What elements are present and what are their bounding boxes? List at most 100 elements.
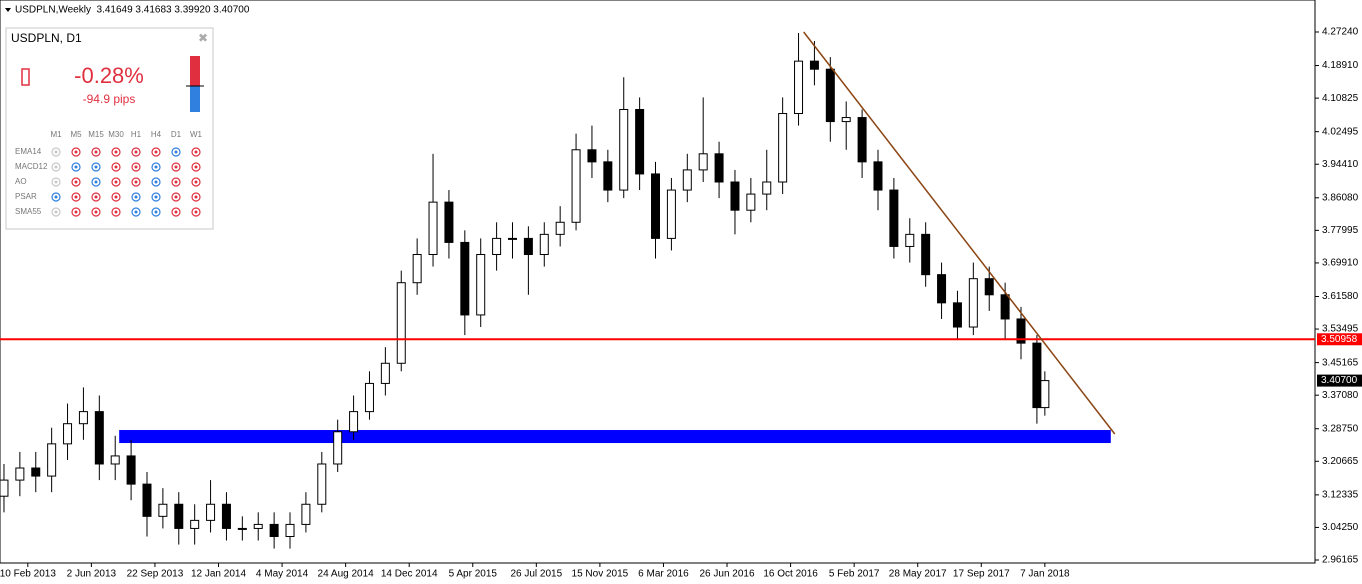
- candle-body: [762, 181, 772, 195]
- signal-dot: [154, 165, 158, 169]
- x-tick-label: 14 Dec 2014: [381, 569, 438, 580]
- signal-ring: [71, 177, 81, 187]
- signal-ring: [191, 177, 201, 187]
- signal-dot: [54, 180, 58, 184]
- indicator-panel: USDPLN, D1 ✖ -0.28% -94.9 pips M1 M5 M15 M3…: [5, 27, 214, 230]
- x-tick-label: 12 Jan 2014: [191, 569, 246, 580]
- signal-dot: [194, 165, 198, 169]
- signal-ring: [71, 192, 81, 202]
- signal-ring: [131, 177, 141, 187]
- candle-body: [873, 161, 883, 191]
- candle-body: [47, 443, 57, 477]
- signal-ring: [171, 192, 181, 202]
- signal-dot: [154, 150, 158, 154]
- candle-body: [905, 233, 915, 247]
- signal-ring: [191, 192, 201, 202]
- candle-body: [523, 237, 533, 256]
- candle-body: [1016, 318, 1026, 344]
- y-tick-label: 3.28750: [1322, 423, 1359, 434]
- signal-dot: [174, 180, 178, 184]
- y-tick-label: 3.61580: [1322, 291, 1359, 302]
- signal-dot: [54, 150, 58, 154]
- signal-dot: [94, 165, 98, 169]
- signal-ring: [71, 147, 81, 157]
- candle-body: [1032, 342, 1042, 409]
- candle-body: [841, 117, 851, 123]
- signal-ring: [111, 147, 121, 157]
- signal-dot: [134, 180, 138, 184]
- panel-change: -0.28%: [74, 63, 144, 88]
- chart-header: USDPLN,Weekly 3.41649 3.41683 3.39920 3.…: [15, 5, 250, 16]
- panel-icon: [21, 68, 30, 86]
- signal-dot: [154, 180, 158, 184]
- zone-rectangle: [119, 430, 1111, 444]
- candle-body: [825, 68, 835, 123]
- y-tick-label: 4.02495: [1322, 126, 1359, 137]
- candle-body: [809, 60, 819, 70]
- x-tick-label: 15 Nov 2015: [572, 569, 629, 580]
- candle-body: [158, 503, 168, 517]
- candle-body: [937, 274, 947, 304]
- signal-ring: [51, 162, 61, 172]
- candle-body: [142, 483, 152, 517]
- signal-dot: [134, 195, 138, 199]
- candle-body: [31, 467, 41, 477]
- candle-body: [619, 108, 629, 191]
- signal-dot: [114, 150, 118, 154]
- candle-body: [380, 362, 390, 384]
- candle-body: [635, 108, 645, 175]
- signal-dot: [74, 210, 78, 214]
- signal-ring: [111, 162, 121, 172]
- signal-ring: [171, 207, 181, 217]
- signal-dot: [114, 210, 118, 214]
- timeframe-label: M15: [88, 130, 104, 139]
- candle-body: [396, 282, 406, 364]
- signal-dot: [74, 165, 78, 169]
- signal-ring: [51, 207, 61, 217]
- timeframe-label: M5: [70, 130, 82, 139]
- candle-body: [587, 149, 597, 163]
- candle-body: [1000, 294, 1010, 320]
- x-tick-label: 7 Jan 2018: [1020, 569, 1070, 580]
- candle-body: [253, 523, 263, 529]
- signal-ring: [111, 177, 121, 187]
- y-tick-label: 3.53495: [1322, 324, 1359, 335]
- signal-dot: [114, 180, 118, 184]
- y-tick-label: 3.37080: [1322, 390, 1359, 401]
- candle-body: [666, 189, 676, 239]
- signal-ring: [91, 177, 101, 187]
- signal-dot: [154, 195, 158, 199]
- x-tick-label: 5 Feb 2017: [829, 569, 880, 580]
- indicator-name: EMA14: [15, 147, 42, 156]
- candle-body: [746, 193, 756, 211]
- x-tick-label: 17 Sep 2017: [953, 569, 1010, 580]
- y-tick-label: 4.27240: [1322, 27, 1359, 38]
- signal-dot: [134, 150, 138, 154]
- signal-dot: [174, 165, 178, 169]
- candle-body: [539, 233, 549, 256]
- x-tick-label: 6 Mar 2016: [638, 569, 689, 580]
- signal-ring: [191, 147, 201, 157]
- signal-ring: [71, 162, 81, 172]
- x-tick-label: 26 Jun 2016: [699, 569, 754, 580]
- candle-body: [126, 455, 136, 485]
- signal-dot: [134, 165, 138, 169]
- signal-ring: [51, 147, 61, 157]
- signal-dot: [54, 165, 58, 169]
- candle-body: [603, 161, 613, 191]
- signal-dot: [74, 180, 78, 184]
- y-tick-label: 2.96165: [1322, 555, 1359, 566]
- panel-close[interactable]: ✖: [198, 31, 208, 45]
- signal-dot: [174, 195, 178, 199]
- candle-body: [269, 523, 279, 537]
- signal-ring: [151, 162, 161, 172]
- candle-body: [317, 463, 327, 505]
- x-tick-label: 4 May 2014: [256, 569, 309, 580]
- candle-body: [889, 189, 899, 247]
- signal-ring: [51, 177, 61, 187]
- x-tick-label: 22 Sep 2013: [127, 569, 184, 580]
- menu-arrow[interactable]: [5, 8, 11, 12]
- candle-body: [221, 503, 231, 529]
- signal-ring: [131, 192, 141, 202]
